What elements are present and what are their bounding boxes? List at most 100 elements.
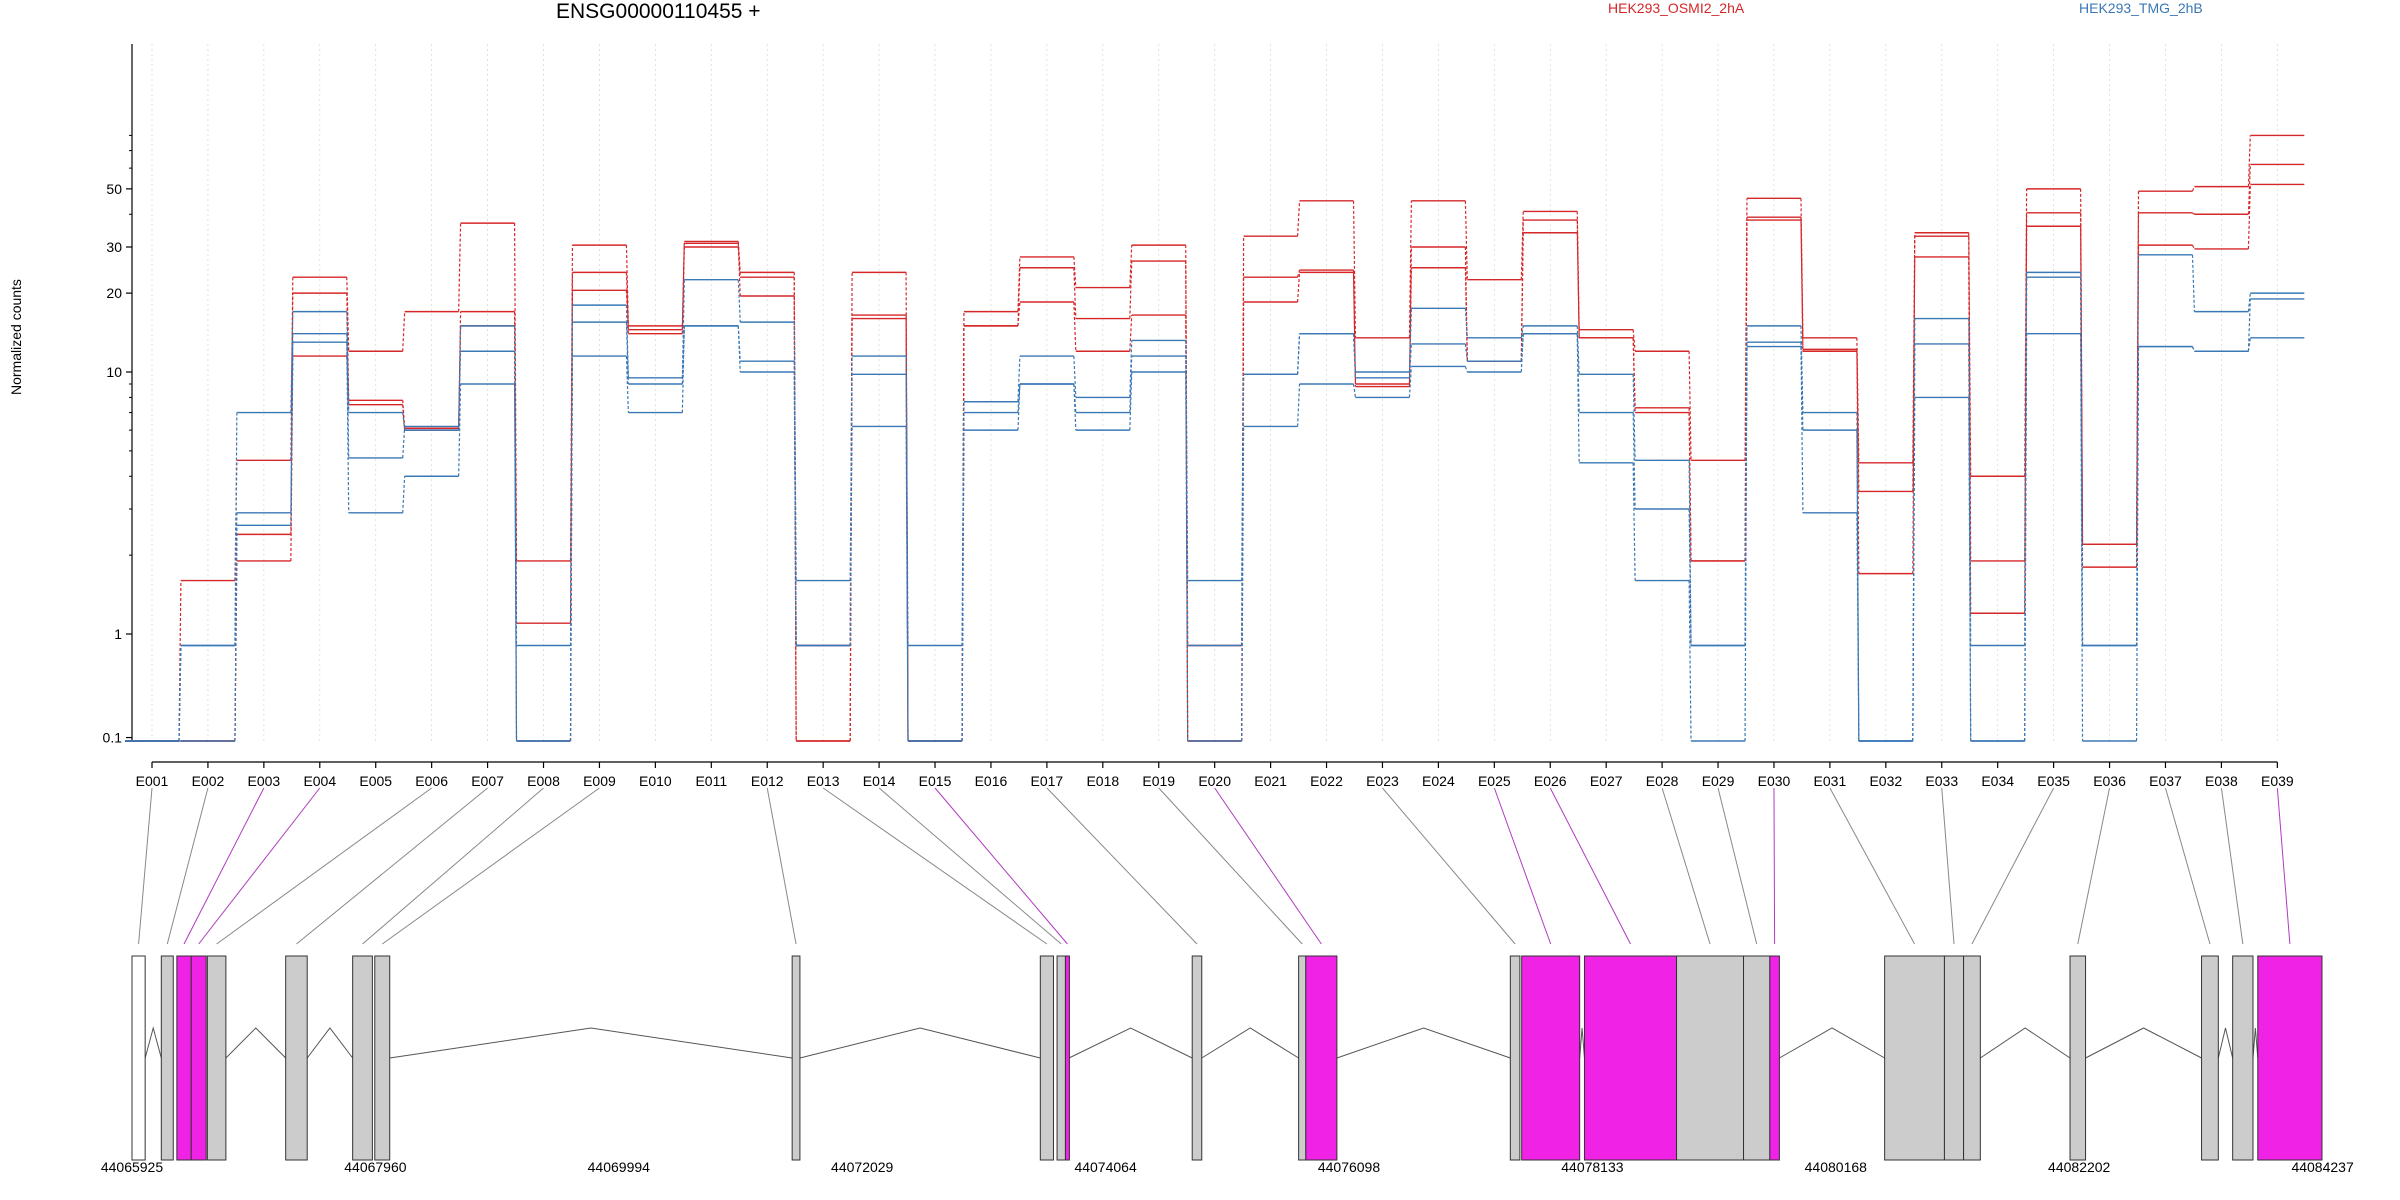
series-3-connector: [1185, 340, 1189, 581]
exon-link-line: [1046, 787, 1198, 945]
exon-box: [1743, 955, 1771, 1161]
exon-link-line: [2164, 787, 2211, 945]
series-5-connector: [1073, 383, 1077, 431]
series-4-connector: [905, 374, 909, 742]
x-tick-label-e008: E008: [527, 773, 560, 789]
x-tick-label-e019: E019: [1142, 773, 1175, 789]
series-4-connector: [961, 412, 965, 742]
series-2-connector: [1800, 220, 1804, 352]
exon-link-line: [934, 787, 1068, 945]
exon-box: [1676, 955, 1745, 1161]
exon-box: [1056, 955, 1066, 1161]
series-3-connector: [1073, 356, 1077, 398]
coordinate-label: 44069994: [588, 1159, 651, 1175]
series-2-connector: [1856, 351, 1860, 574]
legend-label-osmi: HEK293_OSMI2_2hA: [1608, 0, 1745, 16]
series-4-connector: [625, 322, 629, 385]
series-5-connector: [2191, 346, 2195, 352]
series-4-connector: [402, 426, 406, 458]
exon-box: [1884, 955, 1945, 1161]
series-2-connector: [2080, 226, 2084, 545]
intron-connector: [2217, 1027, 2234, 1059]
exon-box: [2232, 955, 2254, 1161]
series-0-connector: [1464, 200, 1468, 280]
exon-box: [206, 955, 227, 1161]
exon-link-line: [216, 787, 432, 945]
exon-link-line: [822, 787, 1048, 945]
x-tick-label-e017: E017: [1031, 773, 1064, 789]
y-tick-label: 30: [106, 239, 122, 255]
x-tick-label-e027: E027: [1590, 773, 1623, 789]
exon-link-line: [2077, 787, 2111, 945]
exon-link-line: [1717, 787, 1758, 945]
series-5-connector: [961, 430, 965, 742]
series-2-connector: [1632, 337, 1636, 413]
x-tick-label-e026: E026: [1534, 773, 1567, 789]
exon-link-line: [381, 787, 600, 945]
intron-connector: [225, 1027, 287, 1059]
series-5-connector: [625, 356, 629, 413]
y-tick-label: 10: [106, 364, 122, 380]
series-4-connector: [1632, 412, 1636, 510]
series-5-connector: [1744, 342, 1748, 742]
exon-box: [2069, 955, 2087, 1161]
x-tick-label-e034: E034: [1981, 773, 2014, 789]
series-0-connector: [1520, 211, 1524, 280]
exon-link-line: [1382, 787, 1516, 945]
series-3-connector: [458, 325, 462, 431]
x-tick-label-e039: E039: [2261, 773, 2294, 789]
intron-connector: [1201, 1027, 1299, 1059]
intron-connector: [1980, 1027, 2071, 1059]
series-1-connector: [346, 293, 350, 401]
intron-connector: [1779, 1027, 1885, 1059]
series-5-connector: [2135, 346, 2140, 742]
series-2-connector: [1073, 301, 1077, 352]
exon-box: [791, 955, 801, 1161]
series-3-connector: [1576, 325, 1580, 375]
exon-box: [1064, 955, 1070, 1161]
coordinate-label: 44065925: [101, 1159, 164, 1175]
series-5-connector: [1576, 333, 1580, 463]
x-tick-label-e025: E025: [1478, 773, 1511, 789]
x-tick-label-e023: E023: [1366, 773, 1399, 789]
exon-box: [1039, 955, 1054, 1161]
x-tick-label-e032: E032: [1869, 773, 1902, 789]
coordinate-label: 44072029: [831, 1159, 894, 1175]
x-tick-label-e011: E011: [695, 773, 727, 789]
exon-link-line: [1829, 787, 1915, 945]
exon-box: [352, 955, 373, 1161]
series-5-connector: [1520, 333, 1524, 373]
series-4-connector: [1464, 343, 1468, 362]
exon-box: [1769, 955, 1780, 1161]
coordinate-label: 44082202: [2048, 1159, 2111, 1175]
x-tick-label-e012: E012: [751, 773, 784, 789]
series-5-connector: [1688, 580, 1692, 742]
series-5-connector: [290, 342, 294, 526]
exon-link-line: [1549, 787, 1631, 945]
x-tick-label-e010: E010: [639, 773, 672, 789]
series-0-connector: [1408, 200, 1412, 338]
series-0-connector: [1073, 256, 1077, 288]
series-3-connector: [402, 412, 406, 431]
series-2-connector: [1408, 267, 1412, 384]
x-tick-label-e031: E031: [1814, 773, 1847, 789]
x-tick-label-e003: E003: [248, 773, 281, 789]
series-5-connector: [1352, 383, 1357, 398]
series-0-connector: [1129, 245, 1133, 288]
exon-box: [1521, 955, 1581, 1161]
exon-box: [1943, 955, 1965, 1161]
x-tick-label-e036: E036: [2093, 773, 2126, 789]
exon-box: [1191, 955, 1203, 1161]
series-4-connector: [1129, 356, 1133, 413]
series-5-connector: [1241, 426, 1245, 742]
series-3-connector: [1520, 325, 1524, 338]
coordinate-label: 44074064: [1074, 1159, 1137, 1175]
intron-connector: [799, 1027, 1041, 1059]
series-5-connector: [1408, 366, 1412, 398]
series-1-connector: [1352, 270, 1357, 387]
series-3-connector: [2247, 293, 2251, 312]
series-2-connector: [1520, 232, 1524, 362]
x-tick-label-e022: E022: [1310, 773, 1343, 789]
series-2-connector: [1017, 301, 1021, 326]
